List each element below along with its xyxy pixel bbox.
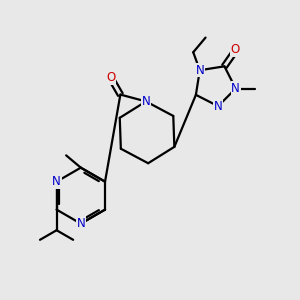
- Text: N: N: [52, 175, 61, 188]
- Text: N: N: [195, 64, 204, 77]
- Text: N: N: [214, 100, 223, 113]
- Text: O: O: [231, 43, 240, 56]
- Text: N: N: [76, 217, 85, 230]
- Text: N: N: [231, 82, 240, 95]
- Text: N: N: [142, 95, 150, 108]
- Text: O: O: [106, 71, 115, 84]
